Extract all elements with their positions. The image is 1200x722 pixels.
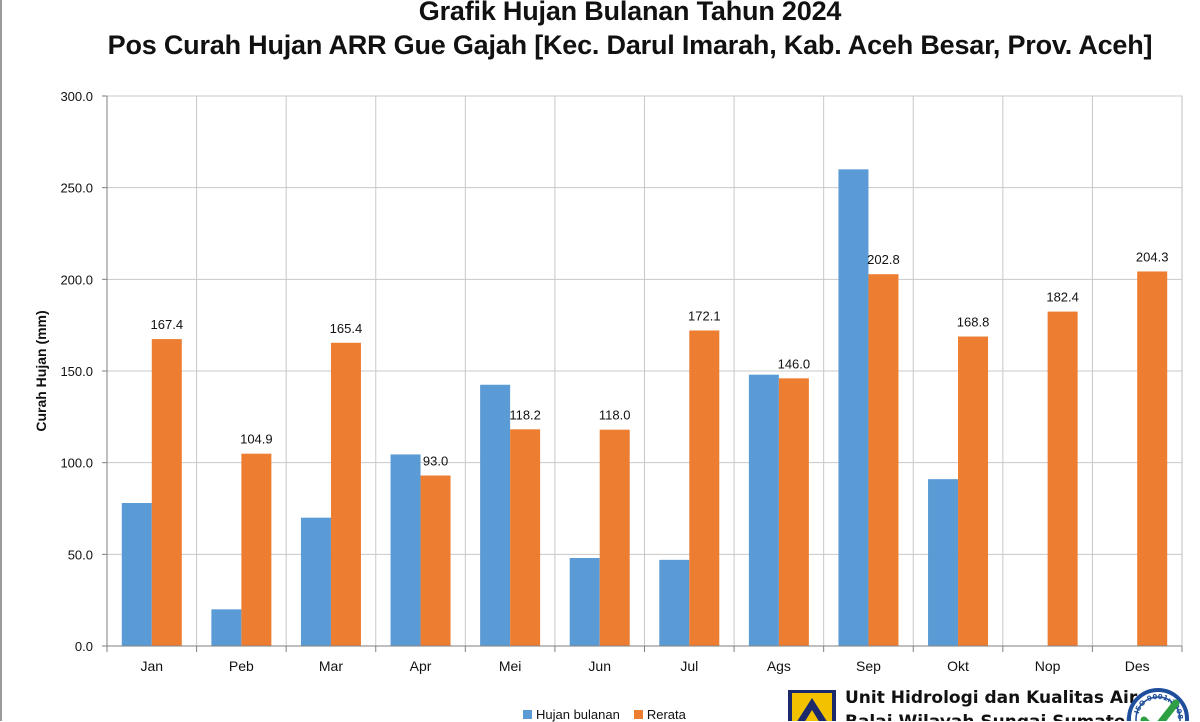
agency-branding: Unit Hidrologi dan Kualitas Air Balai Wi… bbox=[788, 688, 1200, 721]
bar-rerata-mar bbox=[330, 342, 361, 646]
legend-swatch-rerata bbox=[633, 709, 643, 719]
bar-rerata-jul bbox=[689, 330, 720, 646]
pupr-logo-icon bbox=[788, 690, 836, 721]
bar-hujan-bulanan-jul bbox=[659, 559, 690, 646]
data-label-rerata-sep: 202.8 bbox=[867, 252, 900, 267]
bar-hujan-bulanan-jun bbox=[569, 558, 600, 646]
data-label-rerata-ags: 146.0 bbox=[778, 356, 811, 371]
legend-item-rerata: Rerata bbox=[633, 706, 686, 722]
y-tick-label: 250.0 bbox=[60, 181, 93, 196]
x-tick-label: Mei bbox=[499, 658, 522, 674]
x-tick-label: Jul bbox=[680, 658, 698, 674]
unit-name: Unit Hidrologi dan Kualitas Air bbox=[845, 688, 1138, 708]
y-tick-label: 150.0 bbox=[60, 364, 93, 379]
data-label-rerata-mei: 118.2 bbox=[509, 407, 541, 422]
x-tick-label: Mar bbox=[319, 658, 343, 674]
y-tick-label: 50.0 bbox=[68, 547, 93, 562]
bar-hujan-bulanan-sep bbox=[838, 169, 869, 647]
data-label-rerata-des: 204.3 bbox=[1136, 249, 1169, 264]
legend-item-hujan-bulanan: Hujan bulanan bbox=[523, 707, 620, 722]
data-label-rerata-jun: 118.0 bbox=[599, 408, 631, 423]
bar-rerata-peb bbox=[241, 453, 272, 646]
bar-hujan-bulanan-ags bbox=[748, 374, 779, 646]
chart-subtitle: Pos Curah Hujan ARR Gue Gajah [Kec. Daru… bbox=[107, 30, 1153, 60]
legend-label-hujan-bulanan: Hujan bulanan bbox=[536, 706, 620, 722]
legend-label-rerata: Rerata bbox=[646, 706, 686, 722]
x-tick-label: Ags bbox=[767, 658, 791, 674]
x-tick-label: Des bbox=[1125, 658, 1150, 674]
data-label-rerata-jul: 172.1 bbox=[688, 308, 721, 323]
bar-hujan-bulanan-okt bbox=[928, 479, 959, 646]
x-tick-label: Nop bbox=[1035, 658, 1061, 674]
data-label-rerata-apr: 93.0 bbox=[423, 454, 448, 469]
chart-title: Grafik Hujan Bulanan Tahun 2024 bbox=[418, 0, 842, 26]
data-label-rerata-mar: 165.4 bbox=[330, 321, 363, 336]
bar-hujan-bulanan-mar bbox=[300, 517, 331, 646]
y-axis-label: Curah Hujan (mm) bbox=[33, 310, 49, 432]
legend-swatch-hujan-bulanan bbox=[523, 709, 532, 719]
x-tick-label: Jun bbox=[588, 658, 611, 674]
bar-rerata-jan bbox=[151, 339, 182, 646]
bar-rerata-apr bbox=[420, 475, 451, 646]
bar-rerata-ags bbox=[778, 378, 809, 646]
y-tick-label: 200.0 bbox=[60, 272, 93, 287]
bar-hujan-bulanan-apr bbox=[390, 454, 421, 646]
x-tick-label: Jan bbox=[141, 658, 164, 674]
chart-legend: Hujan bulanan Rerata bbox=[523, 706, 700, 722]
x-tick-label: Apr bbox=[410, 658, 432, 674]
x-tick-label: Sep bbox=[856, 658, 881, 674]
unit-subtitle: Balai Wilayah Sungai Sumatera I bbox=[845, 712, 1158, 721]
iso-9001-seal-icon: ISO 9001:2008 bbox=[1127, 688, 1189, 721]
bar-rerata-jun bbox=[599, 429, 630, 646]
data-label-rerata-peb: 104.9 bbox=[240, 432, 273, 447]
data-label-rerata-okt: 168.8 bbox=[957, 315, 990, 330]
y-tick-label: 300.0 bbox=[60, 89, 93, 104]
bar-rerata-mei bbox=[510, 429, 541, 646]
x-tick-label: Okt bbox=[947, 658, 969, 674]
bar-hujan-bulanan-jan bbox=[121, 503, 152, 646]
data-label-rerata-nop: 182.4 bbox=[1046, 290, 1079, 305]
x-tick-label: Peb bbox=[229, 658, 254, 674]
y-tick-label: 100.0 bbox=[60, 456, 93, 471]
bar-rerata-nop bbox=[1047, 311, 1078, 646]
y-tick-label: 0.0 bbox=[75, 639, 93, 654]
bar-rerata-des bbox=[1137, 271, 1168, 646]
chart-frame-edge bbox=[0, 0, 2, 721]
bar-rerata-okt bbox=[958, 336, 989, 646]
bar-hujan-bulanan-mei bbox=[480, 384, 511, 646]
bar-rerata-sep bbox=[868, 274, 899, 646]
bar-hujan-bulanan-peb bbox=[211, 609, 242, 646]
data-label-rerata-jan: 167.4 bbox=[151, 317, 184, 332]
